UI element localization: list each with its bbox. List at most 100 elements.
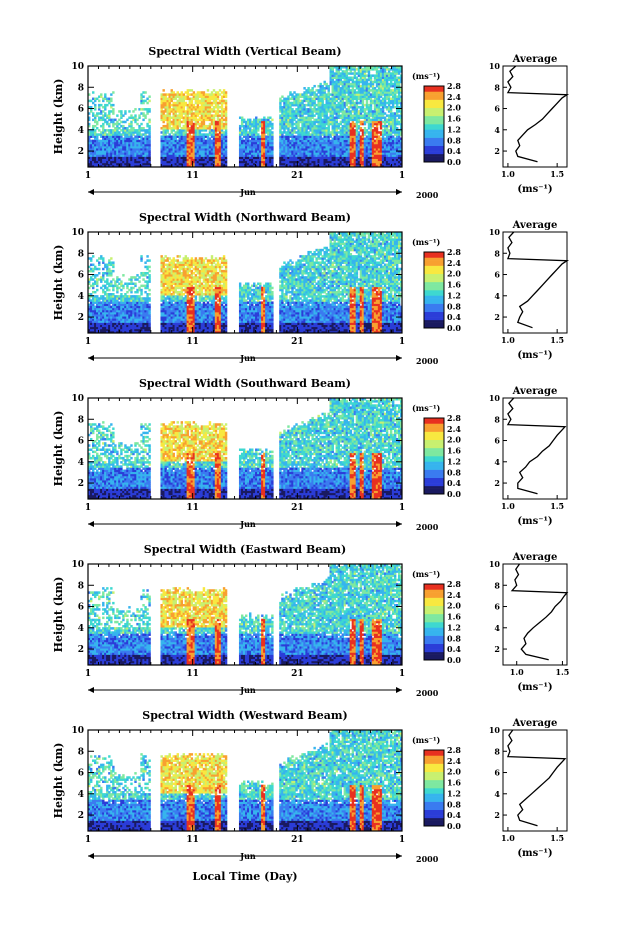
colorbar-swatch — [424, 148, 444, 151]
heatmap-cell — [98, 261, 100, 264]
colorbar-swatch — [424, 110, 444, 113]
heatmap-cell — [140, 123, 142, 126]
heatmap-cell — [271, 131, 273, 134]
colorbar-swatch — [424, 89, 444, 92]
heatmap-cells — [88, 232, 402, 333]
y-tick-label: 6 — [78, 105, 84, 115]
average-title: Average — [512, 54, 558, 65]
colorbar-swatch — [424, 157, 444, 160]
heatmap-cell — [144, 91, 146, 94]
colorbar-swatch — [424, 97, 444, 100]
average-frame — [503, 66, 567, 167]
average-y-tick-label: 8 — [494, 82, 500, 92]
month-arrow-right — [396, 189, 402, 195]
colorbar-tick-label: 1.6 — [447, 114, 461, 124]
figure: Spectral Width (Vertical Beam)2468101112… — [0, 0, 621, 931]
colorbar-swatch — [424, 127, 444, 130]
colorbar-swatch — [424, 108, 444, 111]
heatmap-cell — [98, 100, 100, 103]
heatmap-cell — [271, 123, 273, 126]
heatmap-cells — [88, 66, 402, 167]
colorbar-tick-label: 0.8 — [447, 135, 461, 145]
colorbar-swatch — [424, 91, 444, 94]
colorbar-swatch — [424, 154, 444, 157]
heatmap-cell — [142, 95, 144, 98]
colorbar-unit: (ms⁻¹) — [412, 71, 440, 81]
colorbar-swatch — [424, 140, 444, 143]
heatmap-cell — [148, 108, 150, 111]
colorbar-swatch — [424, 102, 444, 105]
average-x-label: (ms⁻¹) — [517, 184, 552, 195]
heatmap-cell — [207, 89, 209, 92]
colorbar-tick-label: 2.0 — [447, 103, 461, 113]
colorbar-swatch — [424, 121, 444, 124]
heatmap-cell — [104, 93, 106, 96]
y-tick-label: 2 — [78, 147, 84, 157]
heatmap-cell — [225, 91, 227, 94]
heatmap-cell — [148, 100, 150, 103]
colorbar-swatch — [424, 105, 444, 108]
figure-svg: Spectral Width (Vertical Beam)2468101112… — [0, 0, 621, 931]
average-profile-line — [508, 66, 567, 162]
heatmap-cell — [102, 257, 104, 260]
y-tick-label: 4 — [78, 126, 84, 136]
colorbar-swatch — [424, 113, 444, 116]
heatmap-cell — [271, 119, 273, 122]
heatmap-cell — [148, 119, 150, 122]
heatmap-cell — [116, 114, 118, 117]
heatmap-cell — [134, 108, 136, 111]
y-axis-label: Height (km) — [52, 79, 65, 155]
x-tick-label: 1 — [85, 171, 91, 181]
colorbar-swatch — [424, 94, 444, 97]
average-y-tick-label: 6 — [494, 104, 500, 114]
heatmap-cell — [162, 89, 164, 92]
colorbar-swatch — [424, 138, 444, 141]
x-tick-label: 11 — [186, 171, 199, 181]
colorbar-swatch — [424, 135, 444, 138]
colorbar-swatch — [424, 124, 444, 127]
colorbar-swatch — [424, 116, 444, 119]
heatmap-cell — [148, 95, 150, 98]
heatmap-cell — [92, 255, 94, 258]
colorbar-tick-label: 0.4 — [447, 146, 461, 156]
colorbar-swatch — [424, 143, 444, 146]
heatmap-cell — [110, 98, 112, 101]
year-label: 2000 — [416, 190, 439, 200]
heatmap-cell — [313, 85, 315, 88]
colorbar-swatch — [424, 100, 444, 103]
colorbar-tick-label: 0.0 — [447, 157, 461, 167]
colorbar-swatch — [424, 146, 444, 149]
panel-title: Spectral Width (Vertical Beam) — [148, 45, 341, 58]
average-x-tick-label: 1.0 — [501, 169, 515, 179]
heatmap-cell — [112, 91, 114, 94]
x-tick-label: 21 — [291, 171, 304, 181]
heatmap-cell — [124, 110, 126, 113]
colorbar-swatch — [424, 132, 444, 135]
month-label: Jun — [239, 187, 256, 197]
month-arrow-left — [88, 189, 94, 195]
panel-title: Spectral Width (Northward Beam) — [139, 211, 351, 224]
heatmap-cell — [98, 272, 100, 275]
heatmap-cell — [225, 100, 227, 103]
heatmap-cell — [120, 110, 122, 113]
average-y-tick-label: 4 — [494, 125, 500, 135]
heatmap-cell — [148, 125, 150, 128]
colorbar-tick-label: 1.2 — [447, 124, 461, 134]
colorbar-swatch — [424, 119, 444, 122]
colorbar-tick-label: 2.8 — [447, 81, 461, 91]
y-tick-label: 10 — [71, 62, 84, 72]
heatmap-cell — [100, 93, 102, 96]
heatmap-cell — [96, 289, 98, 292]
colorbar-tick-label: 2.4 — [447, 92, 461, 102]
heatmap-cell — [98, 268, 100, 271]
colorbar-swatch — [424, 151, 444, 154]
average-x-tick-label: 1.5 — [550, 169, 564, 179]
heatmap-cell — [112, 108, 114, 111]
panel-2: Spectral Width (Northward Beam)246810111… — [52, 211, 567, 366]
heatmap-cell — [128, 110, 130, 113]
average-y-tick-label: 10 — [489, 61, 501, 71]
y-tick-label: 8 — [78, 83, 84, 93]
colorbar-swatch — [424, 129, 444, 132]
heatmap-cell — [134, 114, 136, 117]
